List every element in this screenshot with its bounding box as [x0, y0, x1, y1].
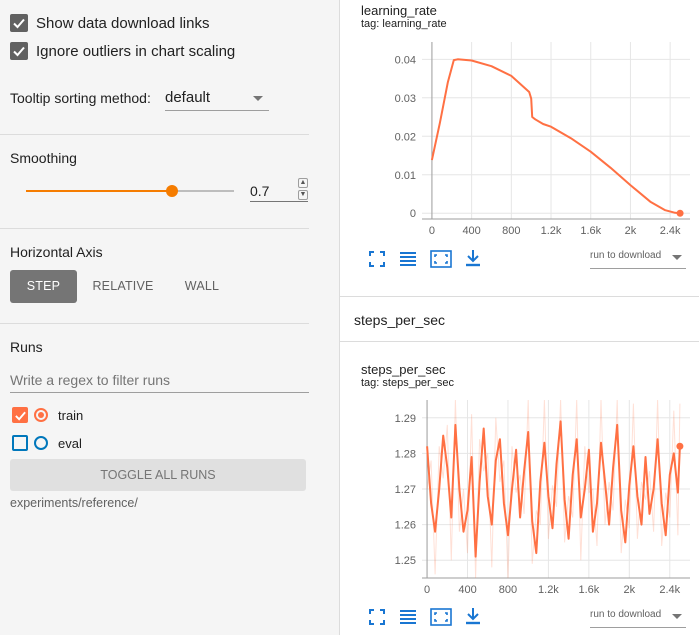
ignore-outliers-label: Ignore outliers in chart scaling — [36, 42, 236, 60]
dropdown-caret-icon — [253, 96, 263, 101]
y-tick-label: 1.26 — [395, 520, 416, 532]
run-train-checkbox[interactable] — [12, 407, 28, 423]
x-tick-label: 800 — [502, 225, 520, 237]
y-tick-label: 0.03 — [395, 93, 416, 105]
x-tick-label: 2k — [625, 225, 637, 237]
axis-relative-button[interactable]: RELATIVE — [92, 279, 154, 293]
check-icon — [14, 411, 26, 421]
x-tick-label: 1.6k — [580, 225, 601, 237]
download-icon[interactable] — [464, 607, 482, 625]
tooltip-sorting-select[interactable]: default — [165, 87, 269, 111]
run-item-eval[interactable]: eval — [12, 435, 82, 451]
x-tick-label: 400 — [458, 584, 476, 596]
run-item-train[interactable]: train — [12, 407, 83, 423]
dropdown-caret-icon — [672, 614, 682, 619]
series-line-train — [426, 420, 681, 558]
run-train-label: train — [58, 407, 84, 423]
run-to-download-select[interactable]: run to download — [590, 609, 686, 628]
smoothing-value: 0.7 — [250, 183, 270, 199]
steps-per-sec-chart[interactable]: 0 400 800 1.2k 1.6k 2k 2.4k 1.25 1.26 1.27 1.28 1.2… — [370, 396, 698, 604]
data-table-icon[interactable] — [399, 608, 417, 626]
y-tick-label: 0.04 — [395, 54, 416, 66]
run-eval-label: eval — [58, 435, 82, 451]
download-icon[interactable] — [464, 249, 482, 267]
check-icon — [13, 18, 25, 29]
chart-tag: tag: steps_per_sec — [361, 377, 454, 389]
tag-group-title: steps_per_sec — [354, 312, 446, 328]
axis-step-button[interactable]: STEP — [10, 270, 77, 303]
smoothing-slider-fill — [26, 190, 172, 192]
divider — [0, 228, 309, 229]
settings-sidebar: Show data download links Ignore outliers… — [0, 0, 340, 635]
runs-title: Runs — [10, 339, 43, 355]
check-icon — [13, 46, 25, 57]
runs-filter-input[interactable]: Write a regex to filter runs — [10, 369, 309, 393]
x-tick-label: 2k — [624, 584, 636, 596]
dropdown-caret-icon — [672, 255, 682, 260]
axis-wall-button[interactable]: WALL — [184, 279, 220, 293]
series-last-point-train — [676, 442, 684, 450]
smoothing-slider[interactable] — [26, 185, 234, 197]
main-panel: learning_rate tag: learning_rate 0 400 800… — [340, 0, 699, 635]
smoothing-slider-thumb[interactable] — [165, 185, 178, 197]
chart-title: learning_rate — [361, 3, 437, 18]
x-tick-label: 1.2k — [541, 225, 562, 237]
divider — [0, 134, 309, 135]
series-last-point-train — [676, 209, 684, 217]
y-tick-label: 1.25 — [395, 555, 416, 567]
runs-directory: experiments/reference/ — [10, 496, 138, 510]
run-to-download-label: run to download — [590, 609, 662, 620]
fullscreen-icon[interactable] — [368, 250, 386, 268]
toggle-all-runs-button[interactable]: TOGGLE ALL RUNS — [10, 459, 306, 491]
x-tick-label: 800 — [499, 584, 517, 596]
data-table-icon[interactable] — [399, 250, 417, 268]
smoothing-title: Smoothing — [10, 150, 77, 166]
tooltip-sorting-label: Tooltip sorting method: — [10, 90, 151, 106]
x-tick-label: 2.4k — [659, 584, 680, 596]
chart-tag: tag: learning_rate — [361, 18, 447, 30]
ignore-outliers-checkbox[interactable] — [10, 42, 28, 60]
show-download-links-checkbox[interactable] — [10, 14, 28, 32]
spin-up-icon[interactable]: ▲ — [298, 178, 308, 188]
run-eval-color-radio[interactable] — [34, 436, 48, 450]
fullscreen-icon[interactable] — [368, 608, 386, 626]
x-tick-label: 1.6k — [578, 584, 599, 596]
y-tick-label: 0.01 — [395, 170, 416, 182]
x-tick-label: 0 — [424, 584, 430, 596]
divider — [0, 323, 309, 324]
ignore-outliers-option[interactable]: Ignore outliers in chart scaling — [10, 42, 235, 60]
chart-title: steps_per_sec — [361, 362, 446, 377]
spin-down-icon[interactable]: ▼ — [298, 190, 308, 200]
x-tick-label: 400 — [462, 225, 480, 237]
run-eval-checkbox[interactable] — [12, 435, 28, 451]
horizontal-axis-title: Horizontal Axis — [10, 244, 103, 260]
show-download-links-option[interactable]: Show data download links — [10, 14, 209, 32]
series-line-train — [430, 58, 681, 215]
learning-rate-chart[interactable]: 0 400 800 1.2k 1.6k 2k 2.4k 0 0.01 0.02 0.03 0.04 — [370, 38, 698, 246]
x-tick-label: 1.2k — [538, 584, 559, 596]
y-tick-label: 1.28 — [395, 448, 416, 460]
x-tick-label: 0 — [429, 225, 435, 237]
x-tick-label: 2.4k — [660, 225, 681, 237]
run-to-download-select[interactable]: run to download — [590, 250, 686, 269]
y-tick-label: 1.29 — [395, 413, 416, 425]
tooltip-sorting-value: default — [165, 89, 211, 106]
fit-domain-icon[interactable] — [430, 608, 452, 626]
tag-group-header[interactable]: steps_per_sec — [340, 296, 699, 342]
fit-domain-icon[interactable] — [430, 250, 452, 268]
smoothing-input[interactable]: 0.7 ▲ ▼ — [250, 178, 308, 202]
show-download-links-label: Show data download links — [36, 14, 210, 32]
y-tick-label: 1.27 — [395, 484, 416, 496]
run-to-download-label: run to download — [590, 250, 662, 261]
y-tick-label: 0.02 — [395, 131, 416, 143]
y-tick-label: 0 — [410, 208, 416, 220]
smoothing-spinner[interactable]: ▲ ▼ — [298, 178, 308, 200]
run-train-color-radio[interactable] — [34, 408, 48, 422]
